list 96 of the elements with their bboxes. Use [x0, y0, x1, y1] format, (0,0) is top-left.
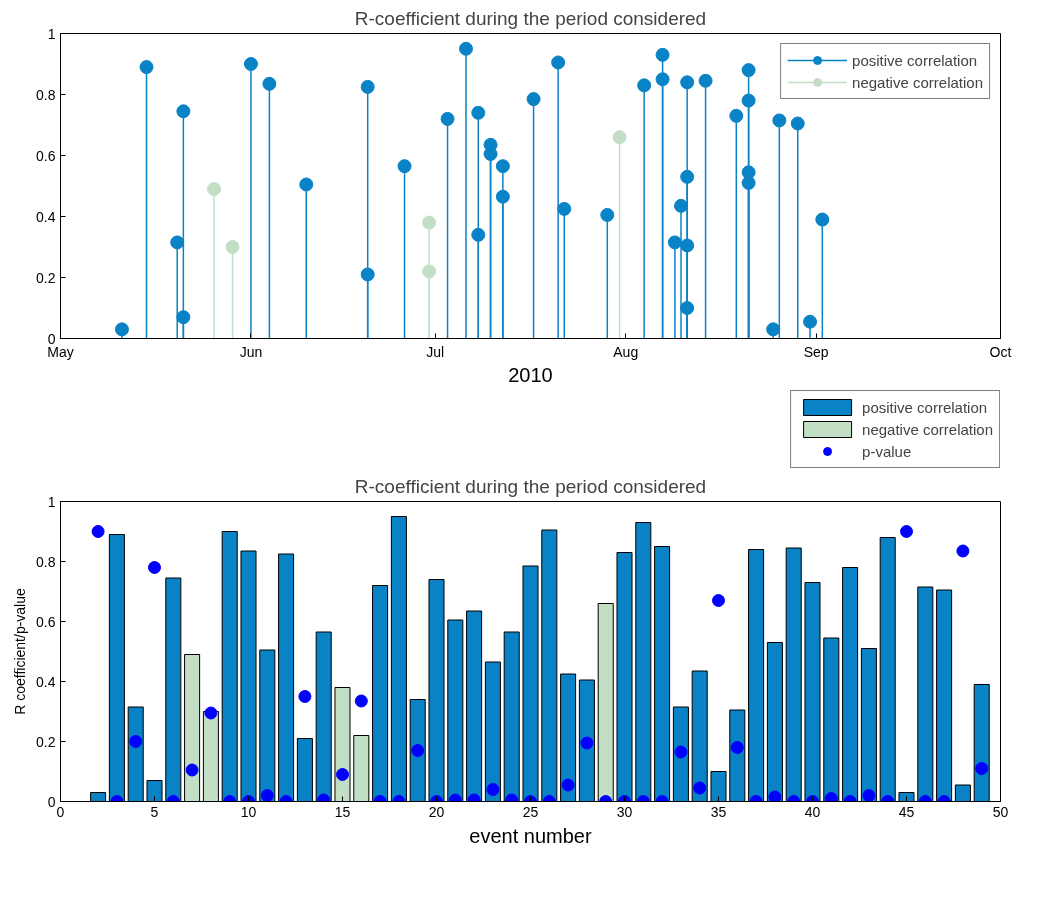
- point: [148, 561, 161, 574]
- y-tick-label: 0.2: [36, 733, 56, 750]
- y-tick-label: 0.4: [36, 673, 56, 690]
- point: [139, 60, 154, 75]
- point: [440, 111, 455, 126]
- y-tick-label: 0.6: [36, 147, 56, 164]
- legend-label: negative correlation: [862, 420, 993, 438]
- point: [900, 525, 913, 538]
- point: [815, 212, 830, 227]
- x-tick-label: Jun: [239, 343, 263, 360]
- point: [580, 736, 594, 750]
- point: [698, 73, 713, 88]
- x-tick-label: Aug: [613, 343, 639, 360]
- point: [495, 189, 510, 204]
- point: [298, 690, 312, 703]
- point: [397, 159, 412, 174]
- chart-title: R-coefficient during the period considered: [354, 7, 707, 29]
- point: [637, 78, 652, 93]
- point: [741, 63, 756, 78]
- point: [680, 169, 695, 184]
- point: [91, 525, 105, 538]
- point: [772, 113, 787, 128]
- x-tick-label: 45: [898, 803, 915, 820]
- point: [243, 57, 258, 71]
- x-tick-label: 5: [150, 803, 159, 820]
- point: [803, 314, 818, 329]
- point: [114, 322, 129, 337]
- point: [458, 41, 473, 56]
- x-tick-label: 15: [334, 803, 351, 820]
- point: [526, 92, 541, 107]
- y-tick-label: 1: [47, 493, 56, 510]
- point: [612, 130, 627, 145]
- point: [766, 322, 781, 337]
- x-tick-label: Sep: [803, 343, 829, 360]
- point: [557, 201, 572, 216]
- point: [422, 264, 437, 279]
- point: [667, 235, 682, 250]
- chart-title: R-coefficient during the period considered: [354, 475, 707, 497]
- point: [495, 159, 510, 174]
- point: [176, 104, 191, 119]
- point: [741, 175, 756, 190]
- point: [730, 741, 744, 754]
- y-tick-label: 0.6: [36, 613, 56, 630]
- point: [204, 706, 218, 720]
- point: [680, 301, 695, 315]
- point: [225, 240, 240, 254]
- point: [790, 116, 805, 131]
- point: [600, 207, 615, 222]
- y-tick-label: 0.4: [36, 208, 56, 225]
- point: [262, 76, 277, 91]
- y-tick-label: 1: [47, 25, 56, 42]
- point: [712, 594, 725, 607]
- x-tick-label: 30: [616, 803, 633, 820]
- point: [674, 198, 689, 213]
- point: [680, 238, 695, 253]
- x-tick-label: Jul: [426, 343, 445, 360]
- point: [824, 792, 838, 802]
- point: [655, 72, 670, 87]
- point: [360, 79, 375, 94]
- legend-label: positive correlation: [862, 398, 988, 416]
- point: [680, 75, 695, 90]
- point: [422, 215, 437, 230]
- x-axis-title: 2010: [508, 363, 553, 386]
- x-tick-label: 10: [240, 803, 257, 820]
- x-tick-label: Oct: [989, 343, 1012, 360]
- point: [674, 745, 688, 759]
- x-axis-title: event number: [469, 824, 592, 847]
- y-tick-label: 0.2: [36, 269, 56, 286]
- point: [956, 544, 970, 558]
- x-tick-label: 25: [522, 803, 539, 820]
- point: [655, 47, 670, 62]
- point: [129, 735, 143, 748]
- point: [176, 310, 191, 325]
- x-tick-label: 50: [992, 803, 1009, 820]
- point: [354, 694, 368, 708]
- point: [360, 267, 375, 282]
- point: [411, 744, 425, 757]
- point: [768, 790, 782, 802]
- point: [471, 105, 486, 120]
- x-tick-label: 35: [710, 803, 727, 820]
- y-tick-label: 0.8: [36, 553, 56, 570]
- x-tick-label: 40: [804, 803, 821, 820]
- y-tick-label: 0.8: [36, 86, 56, 103]
- point: [741, 93, 756, 108]
- legend-label: negative correlation: [852, 73, 983, 91]
- x-tick-label: 20: [428, 803, 445, 820]
- point: [551, 55, 566, 70]
- legend-label: positive correlation: [852, 51, 978, 69]
- point: [170, 235, 185, 250]
- point: [299, 177, 314, 192]
- point: [729, 108, 744, 123]
- point: [207, 182, 222, 197]
- y-axis-title: R coefficient/p-value: [12, 587, 29, 715]
- legend-label: p-value: [862, 442, 912, 460]
- point: [483, 137, 498, 152]
- point: [471, 227, 486, 242]
